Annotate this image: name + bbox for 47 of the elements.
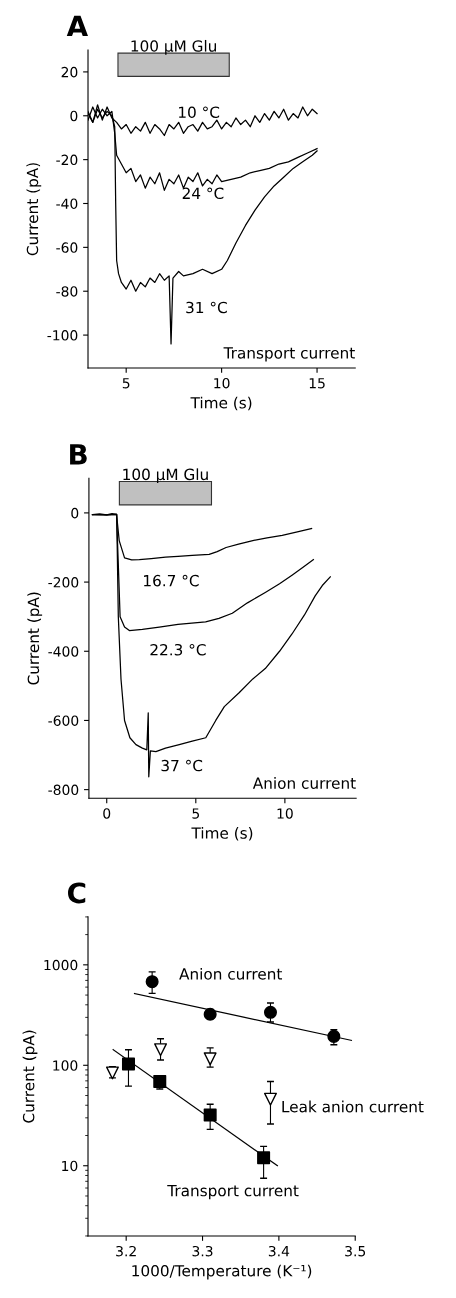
x-tick-label: 5: [122, 378, 130, 389]
y-tick-label: -400: [48, 646, 79, 657]
series-label: Leak anion current: [282, 1100, 424, 1113]
x-tick-label: 0: [103, 808, 111, 819]
y-tick-label: 1000: [44, 959, 78, 971]
x-axis-title: 1000/Temperature (K⁻¹): [132, 1264, 312, 1280]
y-tick-label: -200: [48, 577, 79, 588]
x-tick-label: 3.3: [192, 1245, 213, 1257]
y-tick-label: 0: [71, 507, 79, 519]
chart-title: A: [66, 15, 88, 37]
y-tick-label: -800: [48, 784, 79, 796]
annotation: Anion current: [252, 777, 356, 789]
x-tick-label: 3.2: [116, 1245, 136, 1257]
chart-title: C: [68, 882, 86, 904]
x-tick-label: 10: [214, 377, 230, 389]
series-label: 37 °C: [161, 759, 203, 772]
series-label: 31 °C: [186, 301, 227, 314]
x-tick-label: 10: [277, 808, 293, 819]
y-tick-label: 100: [53, 1060, 78, 1071]
annotation: Transport current: [223, 347, 355, 362]
series-label: 16.7 °C: [144, 574, 199, 587]
y-tick-label: -60: [56, 242, 78, 253]
y-axis-title: Current (pA): [27, 592, 43, 685]
y-tick-label: 0: [70, 110, 78, 122]
x-axis-title: Time (s): [190, 396, 252, 411]
band-label: 100 µM Glu: [123, 468, 208, 484]
y-tick-label: -20: [56, 154, 78, 166]
series-label: 10 °C: [179, 106, 220, 119]
series-label: Anion current: [179, 967, 283, 980]
y-axis-title: Current (pA): [26, 163, 42, 256]
x-tick-label: 5: [192, 808, 200, 819]
y-tick-label: -40: [56, 198, 78, 209]
x-axis-title: Time (s): [191, 826, 253, 841]
text: Transport current: [167, 1185, 299, 1200]
chart-title: B: [70, 444, 87, 465]
y-tick-label: -100: [47, 330, 78, 341]
x-tick-label: 3.5: [345, 1245, 366, 1257]
series-label: 24 °C: [182, 187, 224, 200]
y-axis-title: Current (pA): [22, 1030, 38, 1123]
x-tick-label: 3.4: [268, 1245, 290, 1257]
band-label: 100 µM Glu: [131, 39, 216, 55]
y-tick-label: 10: [62, 1160, 78, 1172]
y-tick-label: -600: [48, 715, 79, 726]
y-tick-label: 20: [61, 66, 78, 78]
y-tick-label: -80: [56, 286, 78, 297]
x-tick-label: 15: [309, 378, 325, 389]
series-label: 22.3 °C: [150, 643, 206, 656]
